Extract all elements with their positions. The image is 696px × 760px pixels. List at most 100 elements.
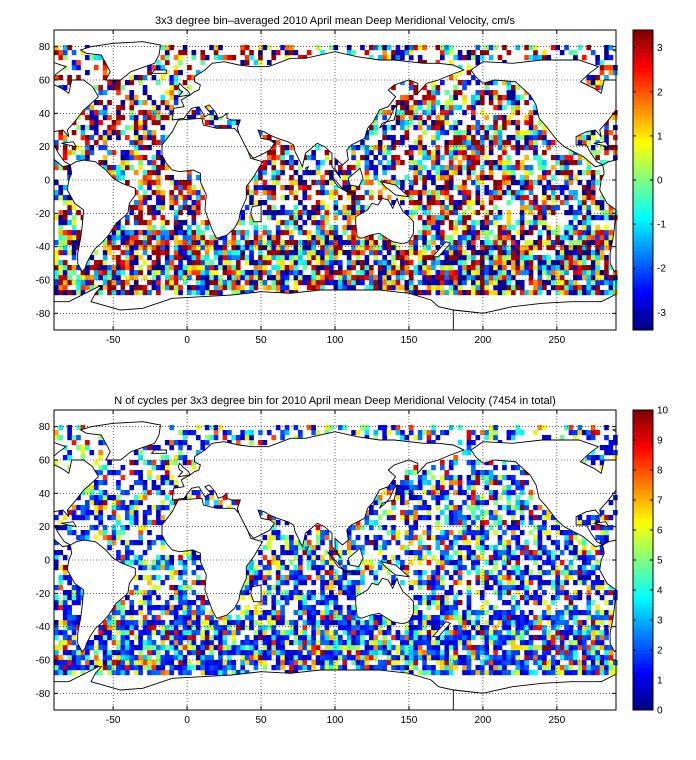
data-cell (377, 625, 383, 631)
data-cell (608, 610, 614, 616)
data-cell (581, 190, 587, 196)
data-cell (209, 660, 214, 666)
data-cell (271, 180, 277, 186)
data-cell (147, 625, 152, 631)
data-cell (431, 225, 436, 231)
data-cell (426, 155, 432, 161)
data-cell (453, 145, 458, 151)
data-cell (71, 205, 77, 211)
data-cell (453, 210, 458, 216)
coastline (593, 141, 610, 148)
data-cell (107, 165, 112, 171)
data-cell (218, 290, 223, 296)
data-cell (471, 100, 476, 106)
data-cell (471, 285, 476, 291)
data-cell (581, 170, 587, 176)
data-cell (528, 140, 534, 146)
data-cell (391, 105, 396, 111)
data-cell (266, 255, 272, 261)
data-cell (488, 270, 494, 276)
data-cell (320, 190, 325, 196)
data-cell (142, 260, 148, 266)
data-cell (151, 210, 157, 216)
data-cell (195, 245, 201, 251)
data-cell (475, 45, 481, 51)
data-cell (120, 280, 126, 286)
data-cell (164, 605, 170, 611)
data-cell (528, 110, 534, 116)
data-cell (408, 45, 414, 51)
data-cell (240, 215, 245, 221)
data-cell (559, 235, 565, 241)
data-cell (231, 265, 237, 271)
data-cell (559, 50, 565, 56)
data-cell (413, 250, 419, 256)
data-cell (408, 640, 414, 646)
data-cell (178, 210, 183, 216)
data-cell (147, 645, 152, 651)
data-cell (266, 625, 272, 631)
data-cell (289, 270, 294, 276)
data-cell (515, 270, 521, 276)
data-cell (550, 570, 556, 576)
data-cell (240, 275, 245, 281)
data-cell (169, 95, 174, 101)
colorbar-segment (633, 72, 653, 78)
data-cell (453, 630, 458, 636)
data-cell (320, 230, 325, 236)
data-cell (426, 125, 432, 131)
data-cell (293, 265, 299, 271)
data-cell (608, 115, 614, 121)
data-cell (142, 195, 148, 201)
data-cell (448, 635, 454, 641)
data-cell (479, 645, 485, 651)
data-cell (120, 655, 126, 661)
data-cell (613, 115, 618, 121)
data-cell (289, 560, 294, 566)
data-cell (440, 595, 445, 601)
data-cell (54, 605, 59, 611)
data-cell (422, 660, 427, 666)
data-cell (271, 585, 277, 591)
data-cell (590, 570, 596, 576)
data-cell (462, 200, 467, 206)
colorbar-segment (633, 236, 653, 242)
data-cell (67, 220, 72, 226)
data-cell (275, 635, 281, 641)
data-cell (382, 110, 387, 116)
data-cell (417, 645, 423, 651)
data-cell (493, 650, 498, 656)
data-cell (346, 165, 352, 171)
data-cell (369, 150, 374, 156)
data-cell (550, 585, 556, 591)
data-cell (533, 245, 538, 251)
data-cell (173, 85, 179, 91)
data-cell (493, 130, 498, 136)
data-cell (573, 225, 578, 231)
data-cell (573, 255, 578, 261)
data-cell (497, 140, 503, 146)
data-cell (497, 665, 503, 671)
data-cell (599, 580, 605, 586)
data-cell (204, 620, 210, 626)
data-cell (355, 260, 361, 266)
data-cell (147, 670, 152, 676)
data-cell (142, 110, 148, 116)
data-cell (479, 240, 485, 246)
data-cell (471, 645, 476, 651)
data-cell (235, 260, 241, 266)
data-cell (346, 185, 352, 191)
data-cell (298, 580, 303, 586)
data-cell (382, 620, 387, 626)
data-cell (275, 645, 281, 651)
data-cell (515, 590, 521, 596)
data-cell (151, 170, 157, 176)
data-cell (107, 250, 112, 256)
data-cell (431, 670, 436, 676)
data-cell (573, 260, 578, 266)
data-cell (315, 630, 321, 636)
data-cell (466, 165, 472, 171)
data-cell (200, 230, 206, 236)
data-cell (102, 250, 108, 256)
data-cell (391, 175, 396, 181)
